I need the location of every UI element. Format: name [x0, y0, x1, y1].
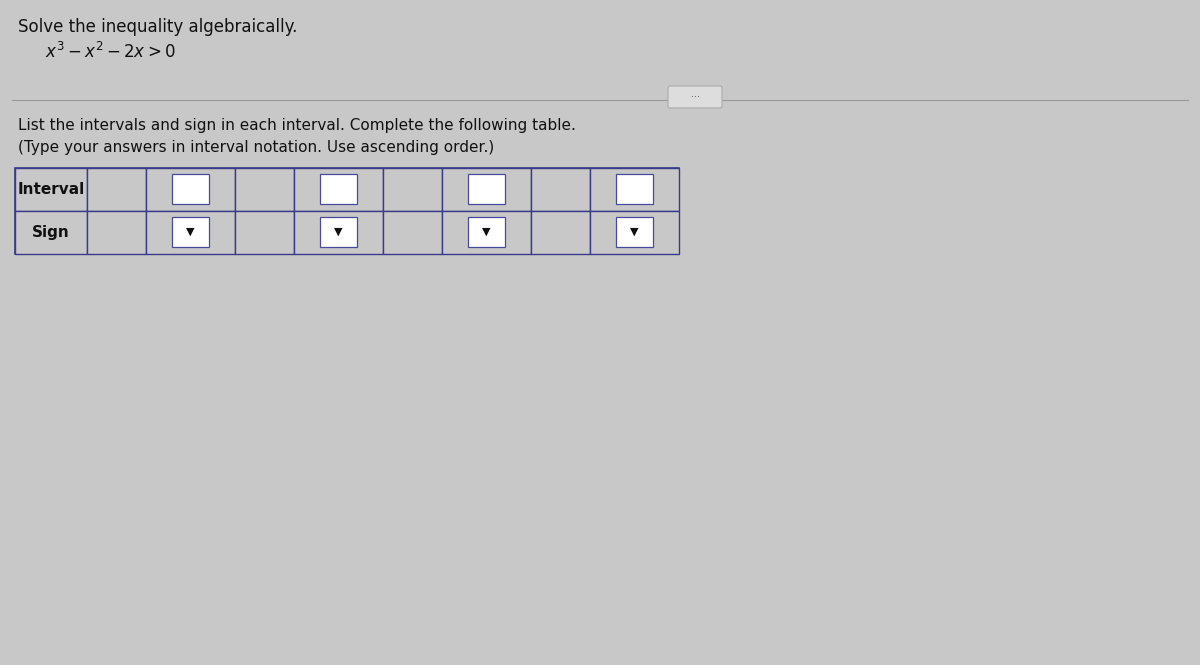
Text: (Type your answers in interval notation. Use ascending order.): (Type your answers in interval notation.… [18, 140, 494, 155]
Text: ▼: ▼ [335, 227, 343, 237]
Bar [294, 168, 383, 211]
Text: ···: ··· [690, 92, 700, 102]
Bar [14, 168, 88, 211]
Text: Interval: Interval [17, 182, 85, 197]
Text: ▼: ▼ [482, 227, 491, 237]
Bar [530, 168, 590, 211]
Bar [88, 211, 146, 254]
FancyBboxPatch shape [668, 86, 722, 108]
Bar [383, 168, 442, 211]
Text: Sign: Sign [32, 225, 70, 240]
Bar [172, 174, 209, 204]
Bar [383, 211, 442, 254]
Bar [14, 168, 679, 254]
Bar [146, 211, 235, 254]
Bar [590, 168, 679, 211]
Bar [468, 217, 505, 247]
Bar [146, 168, 235, 211]
Bar [14, 211, 88, 254]
Bar [590, 211, 679, 254]
Bar [616, 174, 653, 204]
Bar [172, 217, 209, 247]
Bar [320, 174, 358, 204]
Bar [442, 168, 530, 211]
Text: ▼: ▼ [186, 227, 194, 237]
Text: Solve the inequality algebraically.: Solve the inequality algebraically. [18, 18, 298, 36]
Bar [294, 211, 383, 254]
Bar [235, 168, 294, 211]
Bar [530, 211, 590, 254]
Text: ▼: ▼ [630, 227, 638, 237]
Bar [616, 217, 653, 247]
Bar [88, 168, 146, 211]
Bar [235, 211, 294, 254]
Bar [468, 174, 505, 204]
Bar [320, 217, 358, 247]
Bar [442, 211, 530, 254]
Text: List the intervals and sign in each interval. Complete the following table.: List the intervals and sign in each inte… [18, 118, 576, 133]
Text: $x^3-x^2-2x>0$: $x^3-x^2-2x>0$ [46, 42, 175, 62]
